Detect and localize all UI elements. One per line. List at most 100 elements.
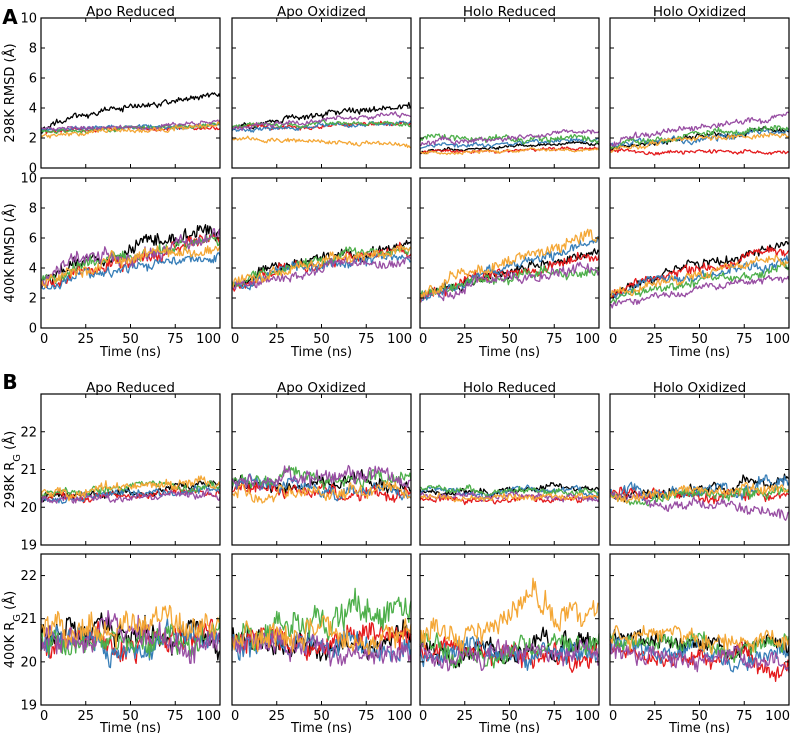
y-axis-label-unit: (Å) (2, 591, 18, 614)
series-line-3 (419, 137, 600, 150)
series-line-5 (609, 274, 790, 309)
series-line-6 (231, 615, 412, 655)
y-axis-label-main: 400K RMSD (3, 227, 18, 303)
series-line-6 (609, 481, 790, 504)
column-title: Holo Reduced (463, 380, 556, 396)
y-tick-label: 6 (29, 232, 37, 247)
x-tick-label: 25 (456, 709, 473, 724)
y-axis-label-subscript: G (12, 454, 23, 462)
x-axis-label: Time (ns) (99, 721, 161, 733)
series-line-1 (419, 481, 600, 497)
x-tick-label: 100 (575, 332, 600, 347)
panel-frame (609, 393, 790, 546)
x-tick-label: 100 (387, 709, 412, 724)
column-title: Holo Reduced (463, 4, 556, 20)
y-tick-label: 0 (29, 162, 37, 177)
x-tick-label: 100 (575, 709, 600, 724)
x-axis-label: Time (ns) (478, 345, 540, 360)
series-line-5 (231, 111, 412, 132)
series-line-5 (231, 626, 412, 667)
y-tick-label: 4 (29, 262, 37, 277)
x-tick-label: 50 (501, 332, 518, 347)
series-line-6 (419, 492, 600, 503)
y-axis-label: 400K RMSD (Å) (2, 203, 18, 302)
series-line-1 (40, 224, 221, 289)
y-tick-label: 2 (29, 292, 37, 307)
series-line-6 (231, 480, 412, 504)
panel-frame (231, 17, 412, 169)
y-tick-label: 21 (20, 463, 37, 478)
series-line-3 (609, 474, 790, 502)
section-letter-A: A (2, 5, 18, 29)
x-tick-label: 100 (387, 332, 412, 347)
x-tick-label: 75 (546, 332, 563, 347)
series-line-4 (419, 632, 600, 669)
series-line-3 (40, 482, 221, 505)
series-line-4 (40, 615, 221, 658)
x-tick-label: 25 (646, 709, 663, 724)
x-tick-label: 25 (77, 709, 94, 724)
series-line-5 (231, 464, 412, 491)
x-tick-label: 25 (268, 709, 285, 724)
x-tick-label: 0 (40, 332, 48, 347)
y-tick-label: 10 (20, 12, 37, 27)
series-line-4 (231, 246, 412, 287)
x-axis-label: Time (ns) (668, 721, 730, 733)
series-line-6 (419, 228, 600, 304)
y-tick-label: 8 (29, 42, 37, 57)
column-title: Apo Oxidized (277, 4, 366, 20)
column-title: Holo Oxidized (653, 4, 746, 20)
y-tick-label: 19 (20, 699, 37, 714)
x-tick-label: 50 (122, 709, 139, 724)
series-line-6 (40, 475, 221, 502)
y-tick-label: 10 (20, 172, 37, 187)
x-tick-label: 75 (167, 332, 184, 347)
x-tick-label: 100 (196, 709, 221, 724)
series-line-6 (40, 245, 221, 289)
panel-frame (40, 393, 221, 546)
series-line-1 (40, 92, 221, 135)
y-tick-label: 2 (29, 132, 37, 147)
y-axis-label-unit: (Å) (2, 43, 18, 66)
x-tick-label: 25 (77, 332, 94, 347)
series-line-6 (231, 244, 412, 288)
panel-frame (40, 17, 221, 169)
panel-frame (419, 177, 600, 329)
x-axis-label: Time (ns) (290, 345, 352, 360)
series-line-4 (419, 484, 600, 500)
series-line-5 (40, 228, 221, 288)
x-tick-label: 0 (609, 332, 617, 347)
y-tick-label: 21 (20, 612, 37, 627)
x-tick-label: 100 (196, 332, 221, 347)
series-line-6 (419, 147, 600, 156)
y-tick-label: 19 (20, 539, 37, 554)
panel-frame (609, 553, 790, 706)
series-line-6 (40, 604, 221, 649)
x-tick-label: 0 (419, 332, 427, 347)
x-tick-label: 75 (736, 332, 753, 347)
x-tick-label: 0 (40, 709, 48, 724)
x-tick-label: 50 (313, 332, 330, 347)
x-tick-label: 0 (231, 709, 239, 724)
series-line-5 (609, 111, 790, 147)
series-line-3 (609, 255, 790, 301)
series-line-3 (419, 484, 600, 500)
x-tick-label: 75 (358, 709, 375, 724)
x-tick-label: 50 (313, 709, 330, 724)
x-tick-label: 0 (231, 332, 239, 347)
x-axis-label: Time (ns) (478, 721, 540, 733)
series-line-2 (419, 146, 600, 154)
y-axis-label-unit: (Å) (2, 203, 18, 226)
series-line-3 (609, 127, 790, 149)
y-axis-label-main: 400K R (3, 622, 18, 669)
x-tick-label: 25 (646, 332, 663, 347)
series-line-6 (609, 132, 790, 153)
series-line-4 (419, 264, 600, 300)
x-axis-label: Time (ns) (668, 345, 730, 360)
y-axis-label-main: 298K RMSD (3, 67, 18, 143)
y-tick-label: 6 (29, 72, 37, 87)
y-axis-label-subscript: G (12, 614, 23, 622)
y-axis-label-main: 298K R (3, 462, 18, 509)
x-tick-label: 75 (167, 709, 184, 724)
